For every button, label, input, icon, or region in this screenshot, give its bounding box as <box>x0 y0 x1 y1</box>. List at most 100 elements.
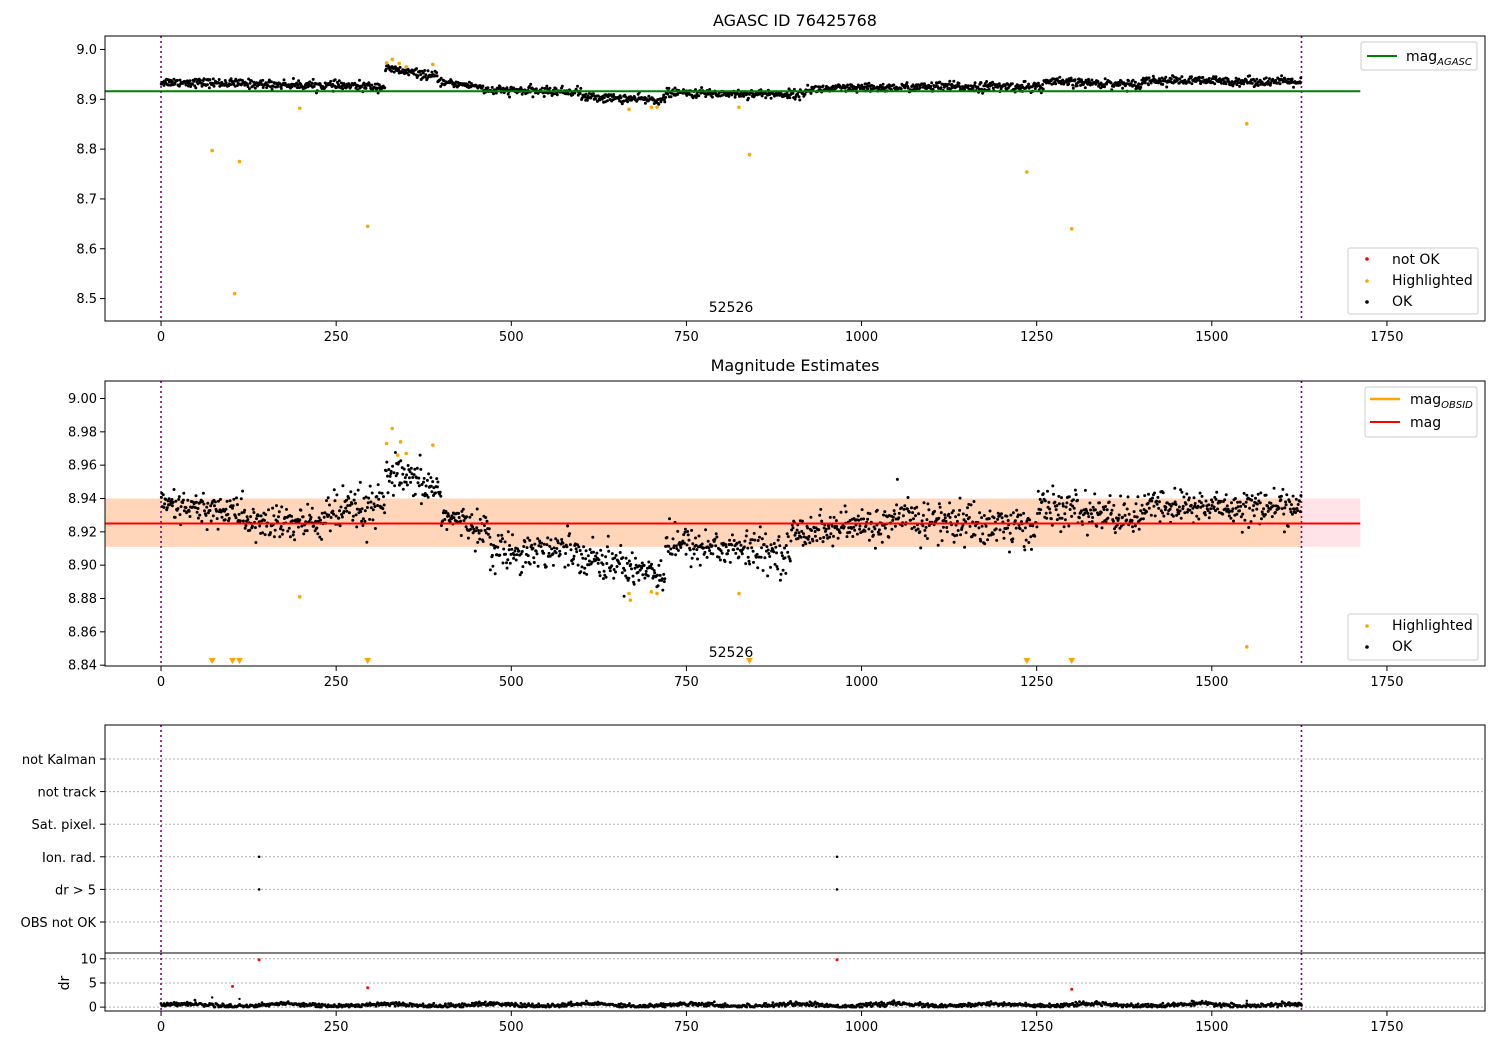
top-ok-point <box>261 78 265 82</box>
middle-ok-point <box>511 533 514 537</box>
middle-ok-point <box>892 509 896 513</box>
dr-ok-point <box>1136 1002 1140 1006</box>
middle-ok-point <box>742 545 746 549</box>
dr-ok-point <box>531 1002 534 1006</box>
middle-ok-point <box>689 565 693 569</box>
middle-ok-point <box>1057 502 1061 506</box>
middle-ok-point <box>597 558 601 562</box>
middle-ok-point <box>488 568 492 572</box>
top-highlighted-point <box>210 148 214 153</box>
dr-y-tick-label: 0 <box>89 1001 97 1016</box>
middle-ok-point <box>938 505 942 509</box>
middle-y-tick-label: 8.86 <box>68 625 97 640</box>
top-ok-point <box>746 96 750 100</box>
middle-ok-point <box>1207 503 1211 507</box>
middle-ok-point <box>1030 547 1033 551</box>
middle-ok-point <box>163 502 167 506</box>
middle-ok-point <box>264 513 268 517</box>
middle-ok-point <box>251 507 255 511</box>
dr-ok-point <box>474 1003 477 1007</box>
middle-ok-point <box>923 528 927 532</box>
top-ok-point <box>792 87 796 91</box>
top-ok-point <box>362 81 366 85</box>
top-ok-point <box>1103 77 1107 81</box>
middle-ok-point <box>1071 504 1075 508</box>
top-ok-point <box>229 83 233 87</box>
middle-ok-point <box>595 551 599 555</box>
middle-ok-point <box>1016 513 1020 517</box>
middle-ok-point <box>299 508 303 512</box>
dr-ok-point <box>360 1005 363 1009</box>
middle-ok-point <box>1208 511 1212 515</box>
middle-ok-point <box>687 538 691 542</box>
middle-ok-point <box>897 511 901 515</box>
top-y-tick-label: 8.7 <box>76 192 97 207</box>
middle-ok-point <box>927 508 931 512</box>
middle-ok-point <box>334 514 338 518</box>
middle-ok-point <box>696 557 699 561</box>
top-x-tick-label: 500 <box>499 330 524 345</box>
middle-ok-point <box>1281 487 1285 491</box>
middle-ok-point <box>945 530 949 534</box>
legend-label-ok-2: OK <box>1392 639 1413 655</box>
middle-ok-point <box>610 552 614 556</box>
middle-ok-point <box>1117 513 1121 517</box>
middle-ok-point <box>306 502 310 506</box>
middle-ok-point <box>351 518 355 522</box>
middle-ok-point <box>328 529 332 533</box>
middle-ok-point <box>560 538 564 541</box>
middle-ok-point <box>231 506 234 510</box>
middle-ok-point <box>1046 489 1049 493</box>
top-ok-point <box>506 92 510 96</box>
middle-ok-point <box>947 512 951 516</box>
middle-ok-point <box>620 571 624 575</box>
middle-ok-point <box>1285 493 1289 497</box>
middle-ok-point <box>1155 499 1159 503</box>
middle-ok-point <box>228 499 232 503</box>
top-ok-point <box>1083 86 1087 90</box>
middle-ok-point <box>224 507 228 511</box>
middle-highlighted-point <box>398 440 403 444</box>
middle-ok-point <box>1073 488 1077 492</box>
top-ok-point <box>914 87 918 91</box>
middle-ok-point <box>1216 507 1220 511</box>
middle-ok-point <box>349 490 353 494</box>
middle-ok-point <box>485 519 489 523</box>
middle-ok-point <box>506 530 510 534</box>
middle-ok-point <box>215 517 219 521</box>
dr-ok-point <box>669 1002 672 1005</box>
middle-ok-point <box>430 490 434 494</box>
middle-x-tick-label: 250 <box>324 675 349 690</box>
middle-ok-point <box>828 515 832 519</box>
middle-ok-point <box>627 559 631 563</box>
top-ok-point <box>1036 81 1040 85</box>
dr-ok-point <box>537 1002 540 1006</box>
top-ok-point <box>769 96 773 100</box>
middle-ok-point <box>1238 509 1241 513</box>
middle-ok-point <box>855 532 859 536</box>
top-ok-point <box>200 84 204 88</box>
middle-ok-point <box>443 518 447 521</box>
middle-ok-point <box>1125 518 1129 522</box>
top-ok-point <box>985 80 989 83</box>
middle-ok-point <box>1203 513 1207 517</box>
top-ok-point <box>980 87 984 91</box>
middle-ok-point <box>708 549 712 553</box>
dr-ok-point <box>162 1002 166 1005</box>
top-ok-point <box>571 93 575 97</box>
middle-ok-point <box>1188 508 1192 512</box>
middle-ok-point <box>332 488 336 492</box>
flags-category-label: dr > 5 <box>55 883 96 898</box>
middle-ok-point <box>1254 496 1257 500</box>
middle-ok-point <box>1261 512 1265 516</box>
middle-ok-point <box>174 499 178 503</box>
dr-ok-point <box>1100 1004 1104 1007</box>
middle-ok-point <box>877 528 881 532</box>
middle-ok-point <box>978 511 982 515</box>
top-ok-point <box>333 78 337 82</box>
top-ok-point <box>508 95 511 99</box>
top-ok-point <box>235 79 239 83</box>
top-ok-point <box>708 88 712 91</box>
middle-ok-point <box>1035 525 1039 529</box>
middle-x-tick-label: 750 <box>674 675 699 690</box>
